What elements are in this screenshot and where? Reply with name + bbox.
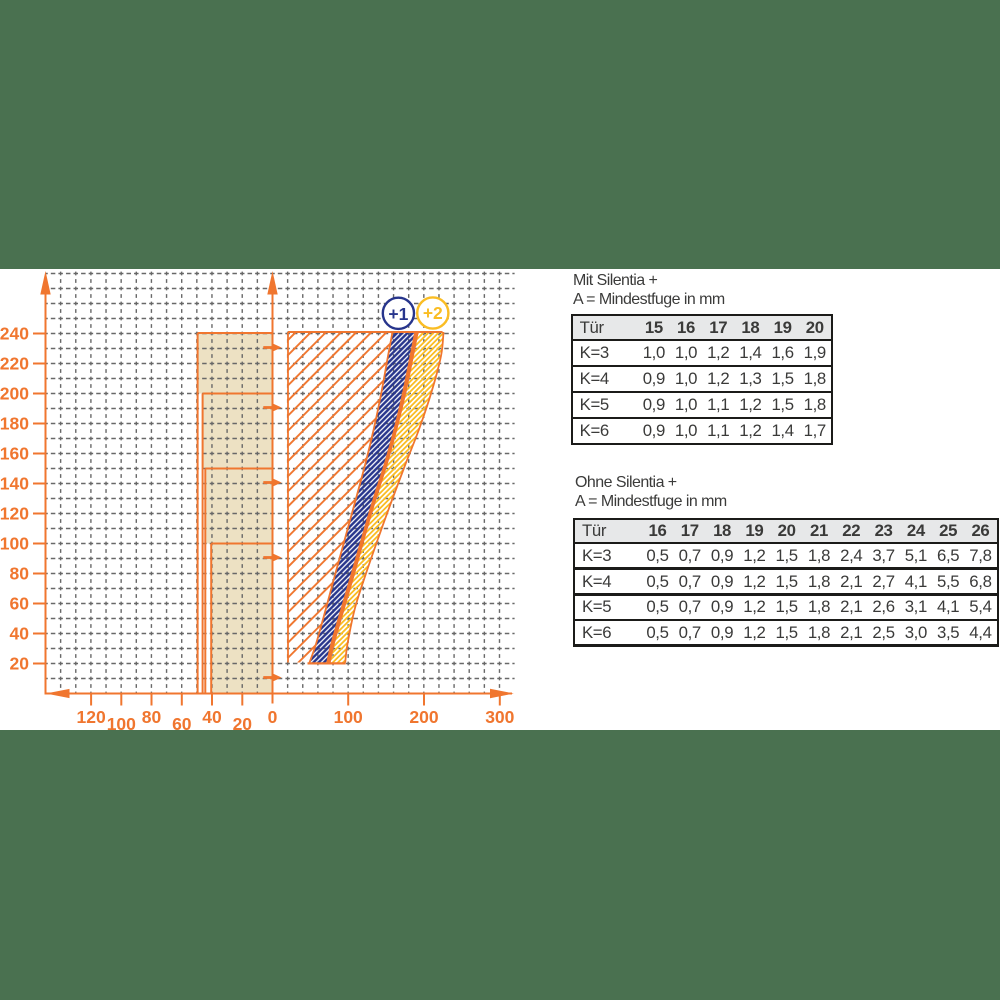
- svg-text:200: 200: [409, 707, 438, 727]
- svg-text:100: 100: [107, 714, 136, 734]
- svg-text:60: 60: [10, 594, 30, 614]
- svg-text:20: 20: [233, 714, 253, 734]
- svg-text:220: 220: [0, 354, 29, 374]
- svg-text:100: 100: [0, 534, 29, 554]
- svg-text:+1: +1: [388, 304, 408, 324]
- svg-text:240: 240: [0, 324, 29, 344]
- svg-text:180: 180: [0, 414, 29, 434]
- svg-text:40: 40: [10, 624, 30, 644]
- svg-text:100: 100: [334, 707, 363, 727]
- svg-text:0: 0: [268, 707, 278, 727]
- svg-text:300: 300: [485, 707, 514, 727]
- svg-text:120: 120: [0, 504, 29, 524]
- svg-text:120: 120: [76, 707, 105, 727]
- svg-text:40: 40: [202, 707, 222, 727]
- svg-text:160: 160: [0, 444, 29, 464]
- svg-text:140: 140: [0, 474, 29, 494]
- svg-text:+2: +2: [423, 303, 443, 323]
- svg-text:80: 80: [142, 707, 162, 727]
- svg-text:20: 20: [10, 654, 30, 674]
- svg-text:200: 200: [0, 384, 29, 404]
- svg-text:80: 80: [10, 564, 30, 584]
- svg-text:60: 60: [172, 714, 192, 734]
